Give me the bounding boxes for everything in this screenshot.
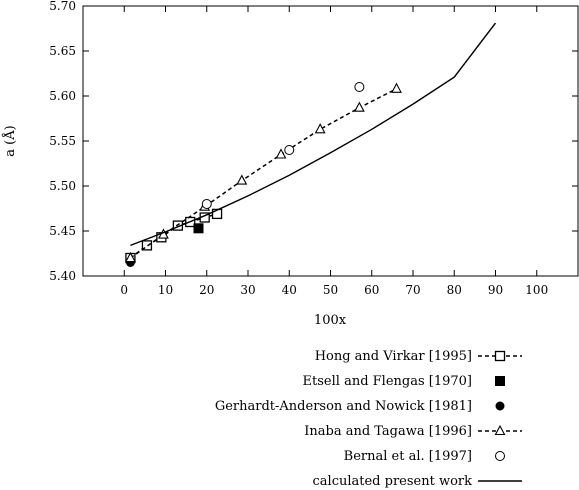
legend-marker	[495, 451, 505, 461]
legend-label: Inaba and Tagawa [1996]	[304, 424, 472, 439]
legend-entry: Etsell and Flengas [1970]	[303, 374, 505, 389]
data-point	[391, 82, 402, 93]
series-line	[129, 88, 397, 259]
x-tick-label: 40	[282, 283, 297, 297]
y-tick-label: 5.65	[49, 44, 76, 58]
x-tick-label: 10	[158, 283, 173, 297]
y-tick-label: 5.50	[49, 179, 76, 193]
legend-entry: Inaba and Tagawa [1996]	[304, 424, 522, 439]
legend-entry: Bernal et al. [1997]	[344, 449, 505, 464]
x-tick-label: 50	[323, 283, 338, 297]
legend-label: calculated present work	[313, 474, 473, 489]
legend-marker	[494, 424, 506, 436]
legend-marker	[494, 350, 506, 362]
y-axis-label: a (Å)	[2, 125, 18, 156]
series-bernal-et-al-1997	[201, 82, 365, 209]
y-tick-label: 5.55	[49, 134, 76, 148]
legend: Hong and Virkar [1995] Etsell and Flengas…	[215, 349, 522, 489]
series-layer	[125, 22, 497, 267]
y-tick-label: 5.70	[49, 0, 76, 13]
axis-ticks: 0 10 20 30 40 50 60 70 80 90 100 5.40 5.45 5.50 5.55 5.…	[49, 0, 578, 297]
x-tick-label: 20	[199, 283, 214, 297]
series-hong-and-virkar-1995	[125, 208, 223, 264]
series-etsell-and-flengas-1970	[193, 223, 204, 234]
data-point	[201, 199, 212, 209]
legend-entry: Gerhardt-Anderson and Nowick [1981]	[215, 399, 505, 414]
data-point	[236, 174, 248, 185]
data-point	[314, 123, 326, 134]
legend-label: Etsell and Flengas [1970]	[303, 374, 472, 389]
data-point	[141, 240, 153, 251]
data-point	[193, 223, 204, 234]
y-tick-label: 5.40	[49, 269, 76, 283]
legend-label: Bernal et al. [1997]	[344, 449, 472, 464]
series-inaba-and-tagawa-1996	[125, 82, 402, 263]
legend-entry: calculated present work	[313, 474, 522, 489]
data-point	[354, 82, 365, 92]
data-point	[284, 145, 295, 155]
legend-entry: Hong and Virkar [1995]	[315, 349, 522, 364]
y-tick-label: 5.45	[49, 224, 76, 238]
y-tick-label: 5.60	[49, 89, 76, 103]
x-tick-label: 0	[120, 283, 128, 297]
x-tick-label: 90	[488, 283, 503, 297]
x-tick-label: 30	[240, 283, 255, 297]
x-axis-label: 100x	[314, 313, 347, 328]
x-tick-label: 60	[364, 283, 379, 297]
series-calculated-present-work	[130, 22, 497, 247]
x-tick-label: 100	[525, 283, 548, 297]
legend-marker	[495, 376, 505, 386]
x-tick-label: 70	[405, 283, 420, 297]
series-line	[130, 22, 497, 247]
data-point	[275, 148, 287, 159]
legend-marker	[495, 401, 505, 411]
data-point	[353, 101, 365, 112]
data-point	[125, 251, 136, 263]
x-tick-label: 80	[447, 283, 462, 297]
legend-label: Gerhardt-Anderson and Nowick [1981]	[215, 399, 472, 414]
legend-label: Hong and Virkar [1995]	[315, 349, 472, 364]
